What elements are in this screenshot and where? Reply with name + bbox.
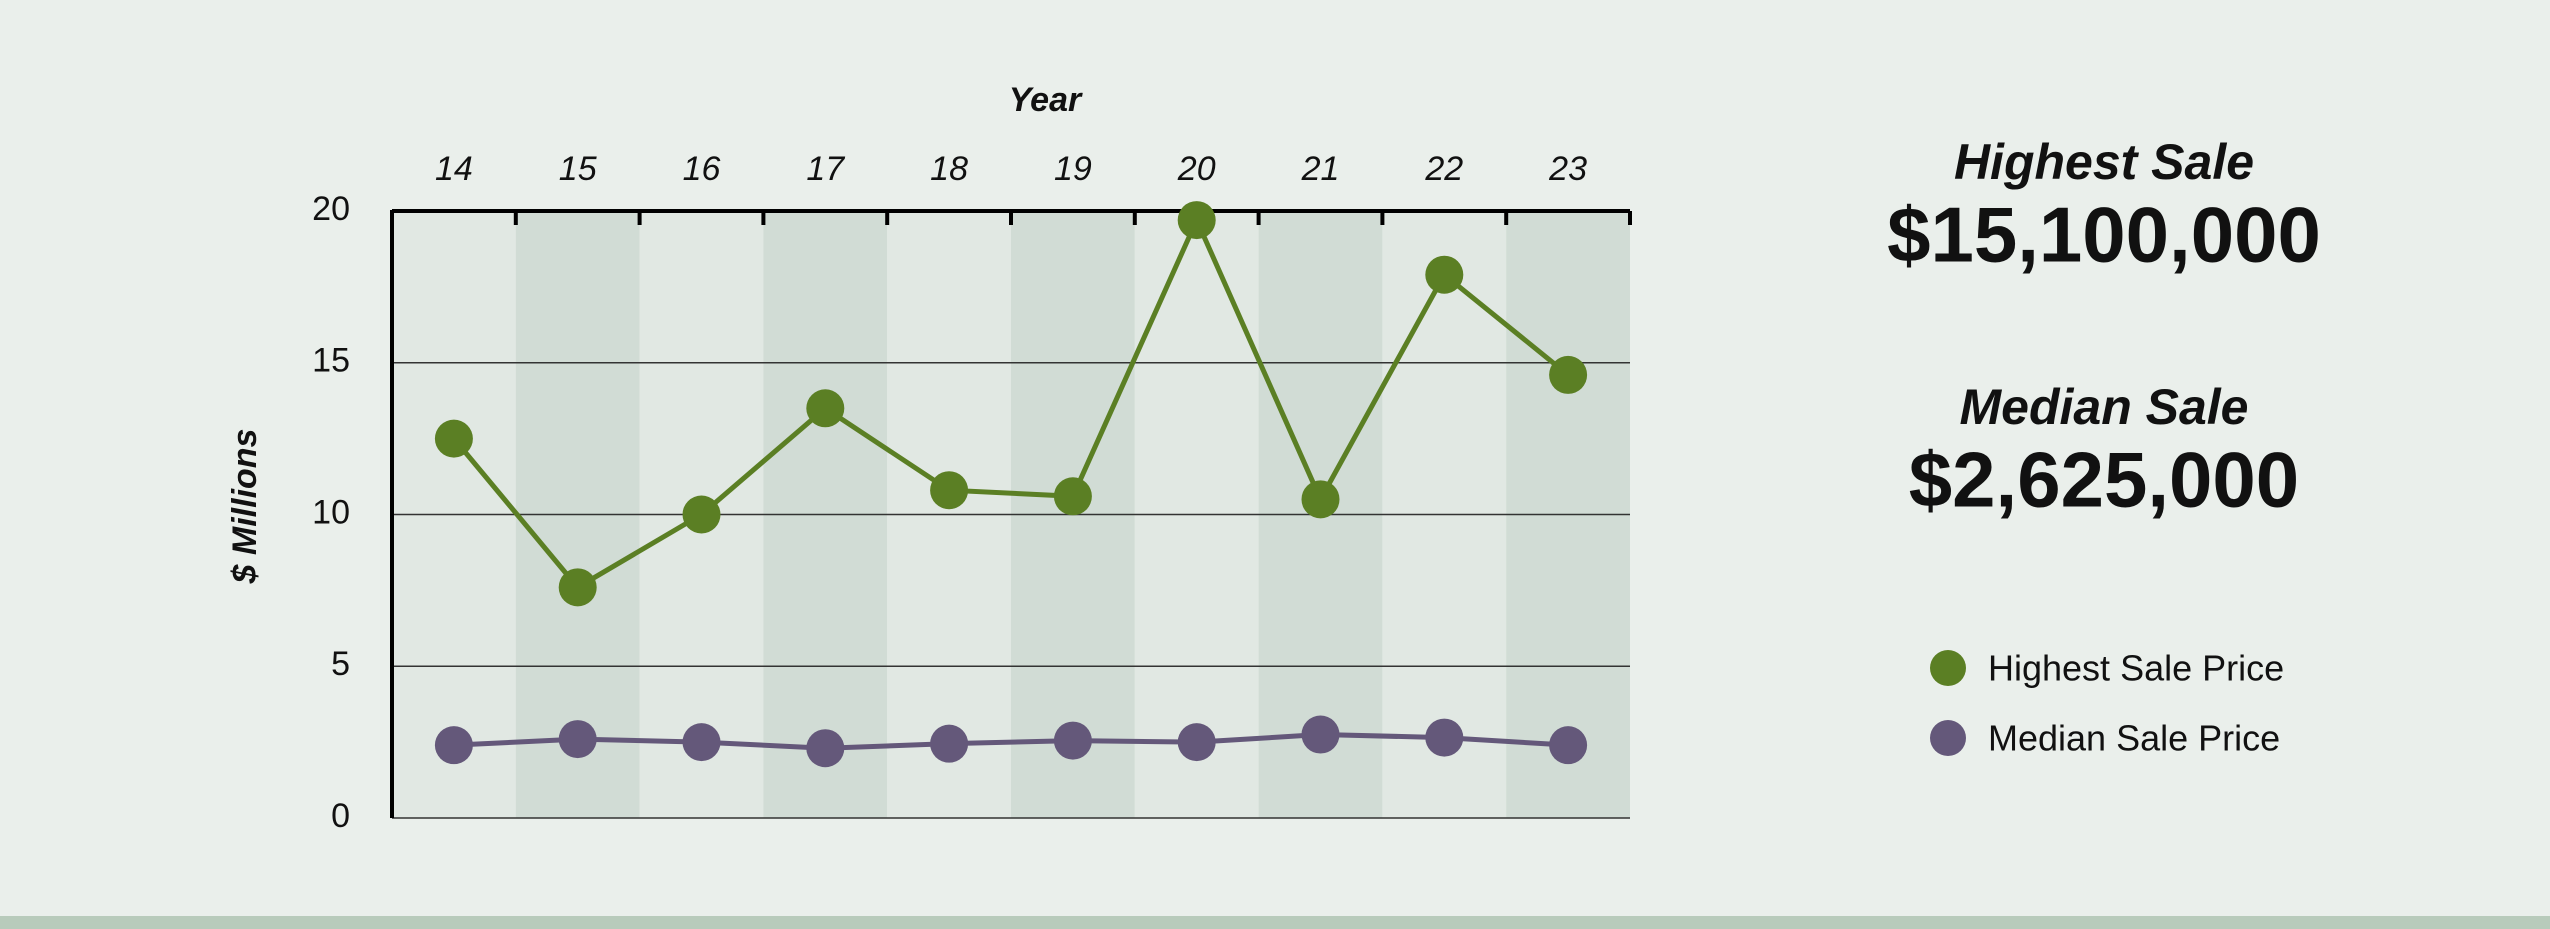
data-point bbox=[930, 471, 969, 510]
footer-strip bbox=[0, 916, 2550, 929]
x-tick-label: 23 bbox=[1548, 150, 1587, 188]
data-point bbox=[1177, 723, 1216, 762]
data-point bbox=[682, 495, 721, 534]
data-point bbox=[682, 723, 721, 762]
data-point bbox=[1425, 255, 1464, 294]
data-point bbox=[1053, 477, 1092, 516]
x-tick-label: 17 bbox=[806, 150, 845, 188]
x-tick-label: 16 bbox=[683, 150, 721, 188]
data-point bbox=[434, 726, 473, 765]
x-axis-title: Year bbox=[1009, 81, 1083, 119]
data-point bbox=[1053, 721, 1092, 760]
summary-value: $2,625,000 bbox=[1909, 436, 2299, 524]
summary-title: Median Sale bbox=[1960, 379, 2249, 435]
y-tick-label: 20 bbox=[312, 190, 350, 228]
y-axis-title: $ Millions bbox=[226, 429, 264, 585]
y-tick-label: 0 bbox=[331, 797, 350, 835]
y-tick-label: 5 bbox=[331, 645, 350, 683]
y-tick-label: 10 bbox=[312, 493, 350, 531]
data-point bbox=[434, 419, 473, 458]
data-point bbox=[558, 720, 597, 759]
y-tick-label: 15 bbox=[312, 342, 350, 380]
data-point bbox=[1301, 480, 1340, 519]
x-tick-label: 19 bbox=[1054, 150, 1092, 188]
x-tick-label: 21 bbox=[1301, 150, 1340, 188]
summary-title: Highest Sale bbox=[1954, 134, 2254, 190]
legend-label: Median Sale Price bbox=[1988, 718, 2280, 759]
data-point bbox=[806, 389, 845, 428]
legend-label: Highest Sale Price bbox=[1988, 648, 2284, 689]
plot-area: 0 5 10 15 20 14 15 16 17 18 19 20 21 22 23 bbox=[312, 150, 1632, 835]
data-point bbox=[806, 729, 845, 768]
data-point bbox=[1425, 718, 1464, 757]
data-point bbox=[1177, 201, 1216, 240]
x-tick-label: 14 bbox=[435, 150, 473, 188]
data-point bbox=[558, 568, 597, 607]
series-line bbox=[453, 732, 1569, 751]
data-point bbox=[1549, 726, 1588, 765]
series-line bbox=[451, 213, 1570, 591]
legend-marker bbox=[1930, 650, 1966, 686]
x-tick-label: 18 bbox=[930, 150, 968, 188]
x-tick-label: 15 bbox=[559, 150, 597, 188]
data-point bbox=[1549, 355, 1588, 394]
x-tick-label: 22 bbox=[1424, 150, 1463, 188]
data-point bbox=[1301, 715, 1340, 754]
data-point bbox=[930, 724, 969, 763]
legend-marker bbox=[1930, 720, 1966, 756]
summary-value: $15,100,000 bbox=[1887, 191, 2321, 279]
x-tick-label: 20 bbox=[1177, 150, 1216, 188]
